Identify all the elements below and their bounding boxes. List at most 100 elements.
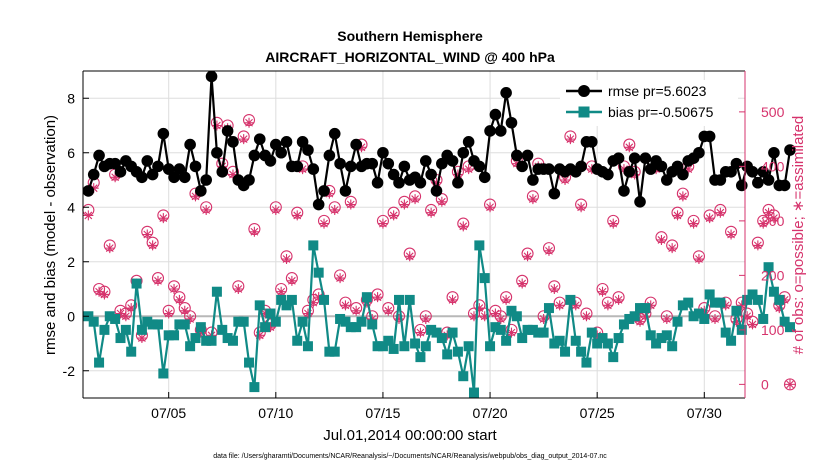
y-tick-label-right: 500 bbox=[761, 104, 785, 120]
rmse-point bbox=[768, 146, 780, 159]
axes bbox=[82, 70, 746, 399]
obs-assimilated-point bbox=[94, 286, 105, 297]
bias-point bbox=[195, 322, 206, 333]
bias-point bbox=[265, 308, 276, 319]
bias-point bbox=[345, 322, 356, 333]
obs-assimilated-point bbox=[458, 221, 469, 232]
bias-point bbox=[517, 333, 528, 344]
rmse-point bbox=[735, 179, 748, 192]
obs-assimilated-point bbox=[104, 243, 115, 254]
rmse-point bbox=[291, 160, 304, 173]
obs-assimilated-point bbox=[667, 243, 678, 254]
rmse-point bbox=[494, 125, 507, 137]
rmse-point bbox=[248, 149, 261, 162]
bias-point bbox=[640, 303, 651, 314]
bias-point bbox=[602, 338, 613, 349]
bias-point bbox=[292, 335, 303, 346]
bias-point bbox=[784, 322, 795, 333]
rmse-point bbox=[457, 146, 470, 159]
rmse-point bbox=[307, 163, 320, 175]
bias-point bbox=[726, 335, 737, 346]
obs-assimilated-point bbox=[254, 330, 265, 341]
obs-assimilated-point bbox=[383, 305, 394, 316]
obs-assimilated-point bbox=[442, 330, 453, 341]
bias-point bbox=[410, 338, 421, 349]
obs-assimilated-point bbox=[265, 322, 276, 333]
obs-assimilated-point bbox=[356, 142, 367, 153]
bias-point bbox=[222, 333, 233, 344]
bias-point bbox=[190, 333, 201, 344]
bias-point bbox=[704, 289, 715, 300]
rmse-point bbox=[344, 160, 357, 173]
obs-assimilated-point bbox=[736, 300, 747, 311]
rmse-point bbox=[168, 171, 180, 184]
rmse-point bbox=[398, 160, 411, 173]
y-tick-label-left: -2 bbox=[63, 363, 76, 379]
legend-rmse-label: rmse pr=5.6023 bbox=[608, 83, 707, 99]
bias-point bbox=[495, 324, 506, 335]
y-tick-label-left: 0 bbox=[67, 308, 75, 324]
obs-assimilated-point bbox=[485, 202, 496, 213]
rmse-point bbox=[446, 155, 459, 167]
rmse-point bbox=[318, 185, 330, 197]
x-tick-label: 07/30 bbox=[687, 405, 722, 421]
bias-point bbox=[169, 330, 180, 341]
rmse-point bbox=[527, 174, 539, 186]
bias-point bbox=[426, 324, 437, 335]
rmse-point bbox=[334, 157, 346, 170]
obs-assimilated-point bbox=[110, 172, 121, 183]
bias-point bbox=[319, 294, 330, 305]
obs-assimilated-point bbox=[608, 218, 619, 229]
rmse-point bbox=[639, 152, 652, 164]
obs-assimilated-point bbox=[174, 294, 185, 305]
rmse-point bbox=[296, 136, 309, 148]
bias-point bbox=[463, 341, 474, 352]
rmse-point bbox=[82, 185, 95, 197]
x-tick-label: 07/20 bbox=[473, 405, 508, 421]
bias-point bbox=[404, 294, 415, 305]
bias-point bbox=[490, 322, 501, 333]
chart-title-line1: Southern Hemisphere bbox=[337, 28, 483, 44]
rmse-point bbox=[178, 171, 191, 184]
bias-point bbox=[742, 294, 753, 305]
rmse-point bbox=[205, 70, 218, 83]
bias-point bbox=[731, 305, 742, 316]
obs-assimilated-point bbox=[677, 191, 688, 202]
bias-point bbox=[211, 286, 222, 297]
obs-assimilated-point bbox=[463, 164, 474, 175]
bias-point bbox=[431, 327, 442, 338]
bias-point bbox=[238, 316, 249, 327]
bias-point bbox=[260, 322, 271, 333]
rmse-point bbox=[725, 166, 737, 178]
rmse-point bbox=[157, 127, 170, 140]
bias-point bbox=[554, 335, 565, 346]
rmse-point bbox=[634, 196, 646, 208]
obs-assimilated-point bbox=[565, 134, 576, 145]
obs-assimilated-point bbox=[479, 311, 490, 322]
obs-assimilated-point bbox=[774, 303, 785, 314]
bias-point bbox=[88, 316, 99, 327]
bias-point bbox=[693, 308, 704, 319]
obs-assimilated-point bbox=[431, 177, 442, 188]
bias-point bbox=[565, 294, 576, 305]
bias-point bbox=[576, 346, 587, 357]
legend-box bbox=[560, 80, 738, 126]
obs-assimilated-point bbox=[270, 204, 281, 215]
bias-point bbox=[297, 316, 308, 327]
bias-point bbox=[104, 311, 115, 322]
rmse-point bbox=[661, 174, 673, 186]
bias-point bbox=[163, 330, 174, 341]
bias-point bbox=[372, 341, 383, 352]
obs-assimilated-point bbox=[308, 297, 319, 308]
rmse-point bbox=[152, 160, 164, 173]
bias-point bbox=[313, 267, 324, 278]
bias-point bbox=[618, 319, 629, 330]
bias-point bbox=[131, 278, 142, 289]
bias-point bbox=[635, 303, 646, 314]
obs-assimilated-point bbox=[249, 226, 260, 237]
obs-assimilated-point bbox=[592, 330, 603, 341]
rmse-point bbox=[714, 174, 727, 186]
obs-assimilated-point bbox=[517, 278, 528, 289]
chart-title-line2: AIRCRAFT_HORIZONTAL_WIND @ 400 hPa bbox=[265, 49, 555, 65]
obs-assimilated-point bbox=[726, 229, 737, 240]
